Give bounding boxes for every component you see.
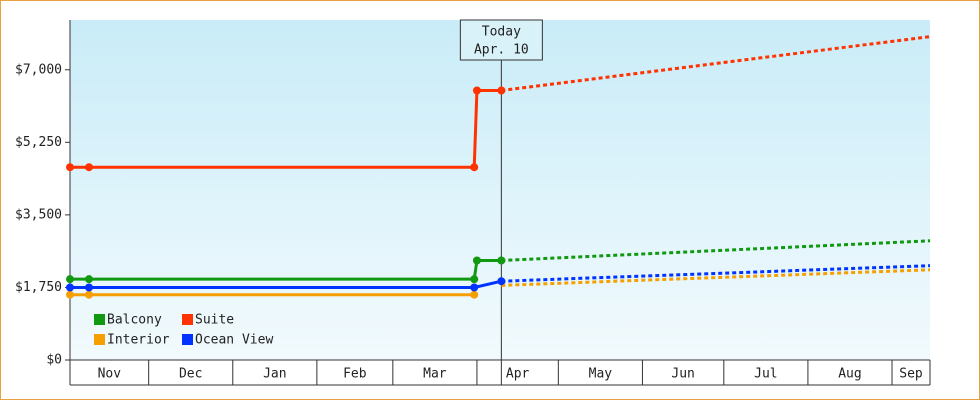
x-tick-label: Jul <box>754 367 777 382</box>
price-point <box>497 277 506 286</box>
x-tick-label: Aug <box>838 367 861 382</box>
price-point <box>84 283 93 292</box>
price-point <box>497 86 506 95</box>
price-point <box>470 290 479 299</box>
price-point <box>66 283 74 292</box>
legend-swatch <box>182 334 193 345</box>
forecast-line <box>501 35 931 92</box>
x-tick-label: Jun <box>671 367 694 382</box>
y-tick-label: $7,000 <box>15 62 62 77</box>
price-point <box>470 283 479 292</box>
price-point <box>470 275 479 284</box>
price-line <box>70 279 502 289</box>
legend-swatch <box>94 314 105 325</box>
today-label: Today <box>482 25 521 40</box>
price-point <box>66 275 74 284</box>
y-tick-label: $5,250 <box>15 135 62 150</box>
y-tick-label: $1,750 <box>15 280 62 295</box>
price-point <box>497 256 506 265</box>
price-point <box>66 163 74 172</box>
legend-label: Ocean View <box>195 333 273 348</box>
x-tick-label: Sep <box>899 367 923 382</box>
price-point <box>472 86 481 95</box>
price-point <box>66 290 74 299</box>
price-point <box>84 163 93 172</box>
today-date: Apr. 10 <box>474 43 529 58</box>
y-tick-label: $3,500 <box>15 207 62 222</box>
price-point <box>84 290 93 299</box>
today-box <box>459 19 543 61</box>
x-tick-label: Nov <box>98 367 122 382</box>
legend-swatch <box>94 334 105 345</box>
x-tick-label: Jan <box>263 367 286 382</box>
forecast-line <box>501 239 931 262</box>
y-tick-label: $0 <box>46 353 62 368</box>
x-tick-label: Apr <box>506 367 530 382</box>
price-point <box>472 256 481 265</box>
legend-swatch <box>182 314 193 325</box>
x-tick-label: May <box>589 367 613 382</box>
legend-label: Suite <box>195 313 234 328</box>
x-tick-label: Dec <box>179 367 202 382</box>
plot-area <box>70 20 930 360</box>
x-tick-label: Mar <box>423 367 447 382</box>
x-tick-label: Feb <box>343 367 367 382</box>
price-point <box>470 163 479 172</box>
forecast-line <box>501 264 931 283</box>
forecast-line <box>501 268 931 287</box>
price-point <box>84 275 93 284</box>
legend-label: Balcony <box>107 313 162 328</box>
legend-label: Interior <box>107 333 170 348</box>
